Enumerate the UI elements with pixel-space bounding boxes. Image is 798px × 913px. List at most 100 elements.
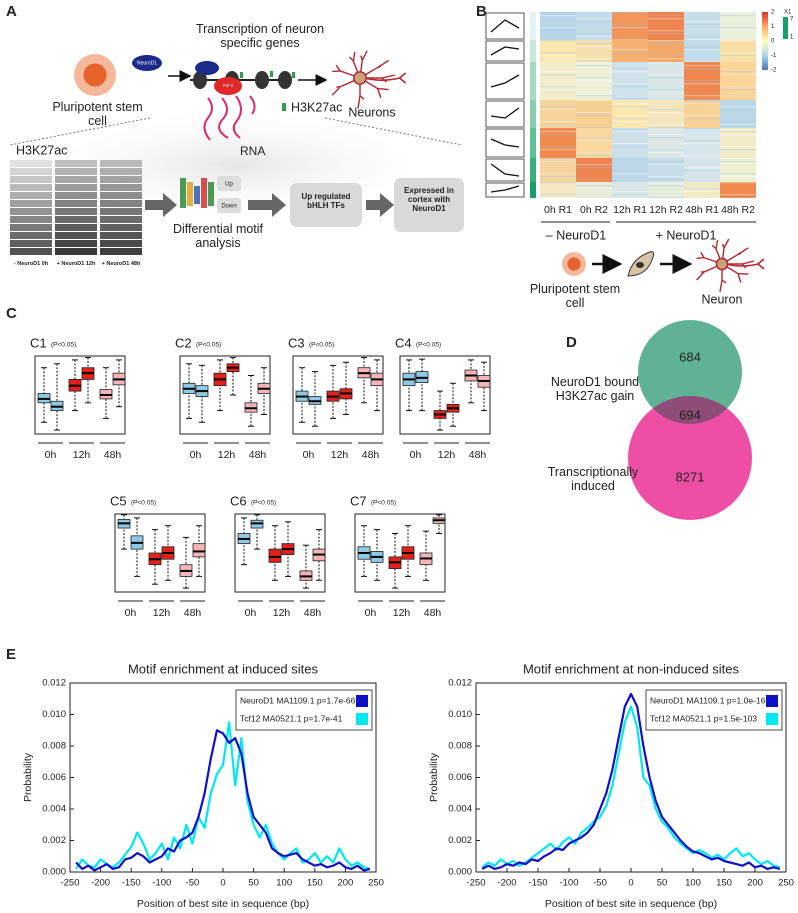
heatmap-block	[648, 62, 684, 100]
heatmap-stripe	[684, 98, 720, 100]
panel-label: A	[6, 3, 17, 20]
y-tick-label: 0.008	[448, 741, 472, 752]
venn-set-label: Transcriptionally induced	[547, 465, 639, 494]
heatmap-block	[612, 62, 648, 100]
plot-frame	[354, 513, 446, 593]
heatmap-stripe	[540, 161, 576, 163]
heatmap-stripe	[540, 194, 576, 196]
y-tick-label: 0.010	[42, 709, 66, 720]
colorbar-tick: 1	[771, 24, 775, 30]
cluster-shape-box	[485, 40, 525, 62]
heatmap-stripe	[612, 106, 648, 108]
column-label: 12h R1	[613, 204, 647, 216]
column-label: 48h R1	[685, 204, 719, 216]
motif-label: Differential motif analysis	[172, 222, 264, 251]
heatmap-block	[720, 158, 756, 182]
stem-cell-nucleus	[83, 63, 107, 87]
plot-frame	[399, 355, 491, 435]
heatmap-stripe	[576, 62, 612, 64]
h3k27ac-cell	[100, 216, 142, 223]
heatmap-stripe	[540, 55, 576, 57]
heatmap-stripe	[684, 188, 720, 190]
heatmap-stripe	[720, 173, 756, 175]
box	[192, 543, 206, 558]
heatmap-stripe	[648, 109, 684, 111]
heatmap-stripe	[648, 43, 684, 45]
heatmap-stripe	[684, 191, 720, 193]
cluster-bar	[530, 100, 536, 128]
heatmap-stripe	[540, 124, 576, 126]
h3k27ac-cell	[100, 224, 142, 231]
heatmap-stripe	[540, 71, 576, 73]
heatmap-stripe	[684, 21, 720, 23]
heatmap-stripe	[648, 185, 684, 187]
heatmap-block	[540, 12, 576, 40]
chart-subtitle: (P<0.05)	[51, 342, 76, 349]
h3k27ac-cell	[55, 240, 97, 247]
x-tick-label: 0h	[125, 607, 137, 619]
y-tick-label: 0.006	[448, 772, 472, 783]
series-line	[481, 692, 781, 870]
cluster-bar	[530, 40, 536, 62]
expressed-label: Expressed in cortex with NeuroD1	[404, 186, 454, 214]
stem-cell-label: Pluripotent stem cell	[52, 100, 143, 129]
x-tick-label: 50	[248, 878, 259, 889]
heatmap-stripe	[684, 143, 720, 145]
legend-label: NeuroD1 MA1109.1 p=1.0e-167	[650, 695, 770, 705]
heatmap-stripe	[720, 161, 756, 163]
x-tick-label: -200	[91, 878, 110, 889]
colorbar	[762, 12, 768, 70]
heatmap-stripe	[684, 95, 720, 97]
chart-title: C7	[350, 493, 367, 508]
heatmap-stripe	[540, 176, 576, 178]
h3k27ac-cell	[100, 168, 142, 175]
cluster-shape	[490, 185, 520, 193]
h3k27ac-cell	[100, 208, 142, 215]
heatmap-block	[540, 100, 576, 128]
x-tick-label: 48h	[362, 449, 380, 461]
series-line	[481, 705, 781, 869]
heatmap-stripe	[540, 89, 576, 91]
process-arrow	[145, 193, 177, 217]
heatmap-stripe	[576, 100, 612, 102]
x-tick-label: 48h	[304, 607, 322, 619]
h3k27ac-cell	[10, 208, 52, 215]
chart-subtitle: (P<0.05)	[131, 500, 156, 507]
heatmap-stripe	[720, 74, 756, 76]
heatmap-stripe	[540, 30, 576, 32]
x-tick-label: 12h	[331, 449, 349, 461]
rna-label: RNA	[240, 144, 265, 158]
heatmap-block	[540, 182, 576, 198]
heatmap-stripe	[648, 134, 684, 136]
protein-label: Pol II	[223, 83, 233, 88]
heatmap-stripe	[648, 30, 684, 32]
cluster-shape	[490, 138, 520, 148]
mini-box	[217, 176, 241, 191]
x-tick-label: 0	[220, 878, 225, 889]
motif-letter	[208, 182, 214, 206]
heatmap-block	[576, 12, 612, 40]
heatmap-block	[612, 158, 648, 182]
heatmap-block	[684, 182, 720, 198]
cluster-bar-title: X1	[784, 10, 792, 16]
heatmap-stripe	[540, 52, 576, 54]
neuron-label: Neuron	[702, 292, 743, 306]
heatmap-stripe	[648, 74, 684, 76]
heatmap-stripe	[648, 179, 684, 181]
heatmap-block	[540, 158, 576, 182]
nucleosome	[278, 71, 292, 89]
heatmap-stripe	[540, 131, 576, 133]
heatmap-stripe	[540, 197, 576, 199]
h3k27ac-cell	[10, 160, 52, 167]
stem-cell-label: Pluripotent stem cell	[529, 282, 621, 311]
h3k27ac-cell	[10, 184, 52, 191]
heatmap-stripe	[576, 58, 612, 60]
heatmap-stripe	[684, 46, 720, 48]
rna-strand	[232, 95, 242, 139]
x-tick-label: 12h	[273, 607, 291, 619]
neuron-icon	[696, 238, 765, 293]
x-axis-label: Position of best site in sequence (bp)	[137, 898, 309, 910]
nucleosome	[193, 71, 207, 89]
bhlh-label: Up regulated bHLH TFs	[301, 192, 351, 211]
h3k27ac-cell	[100, 240, 142, 247]
